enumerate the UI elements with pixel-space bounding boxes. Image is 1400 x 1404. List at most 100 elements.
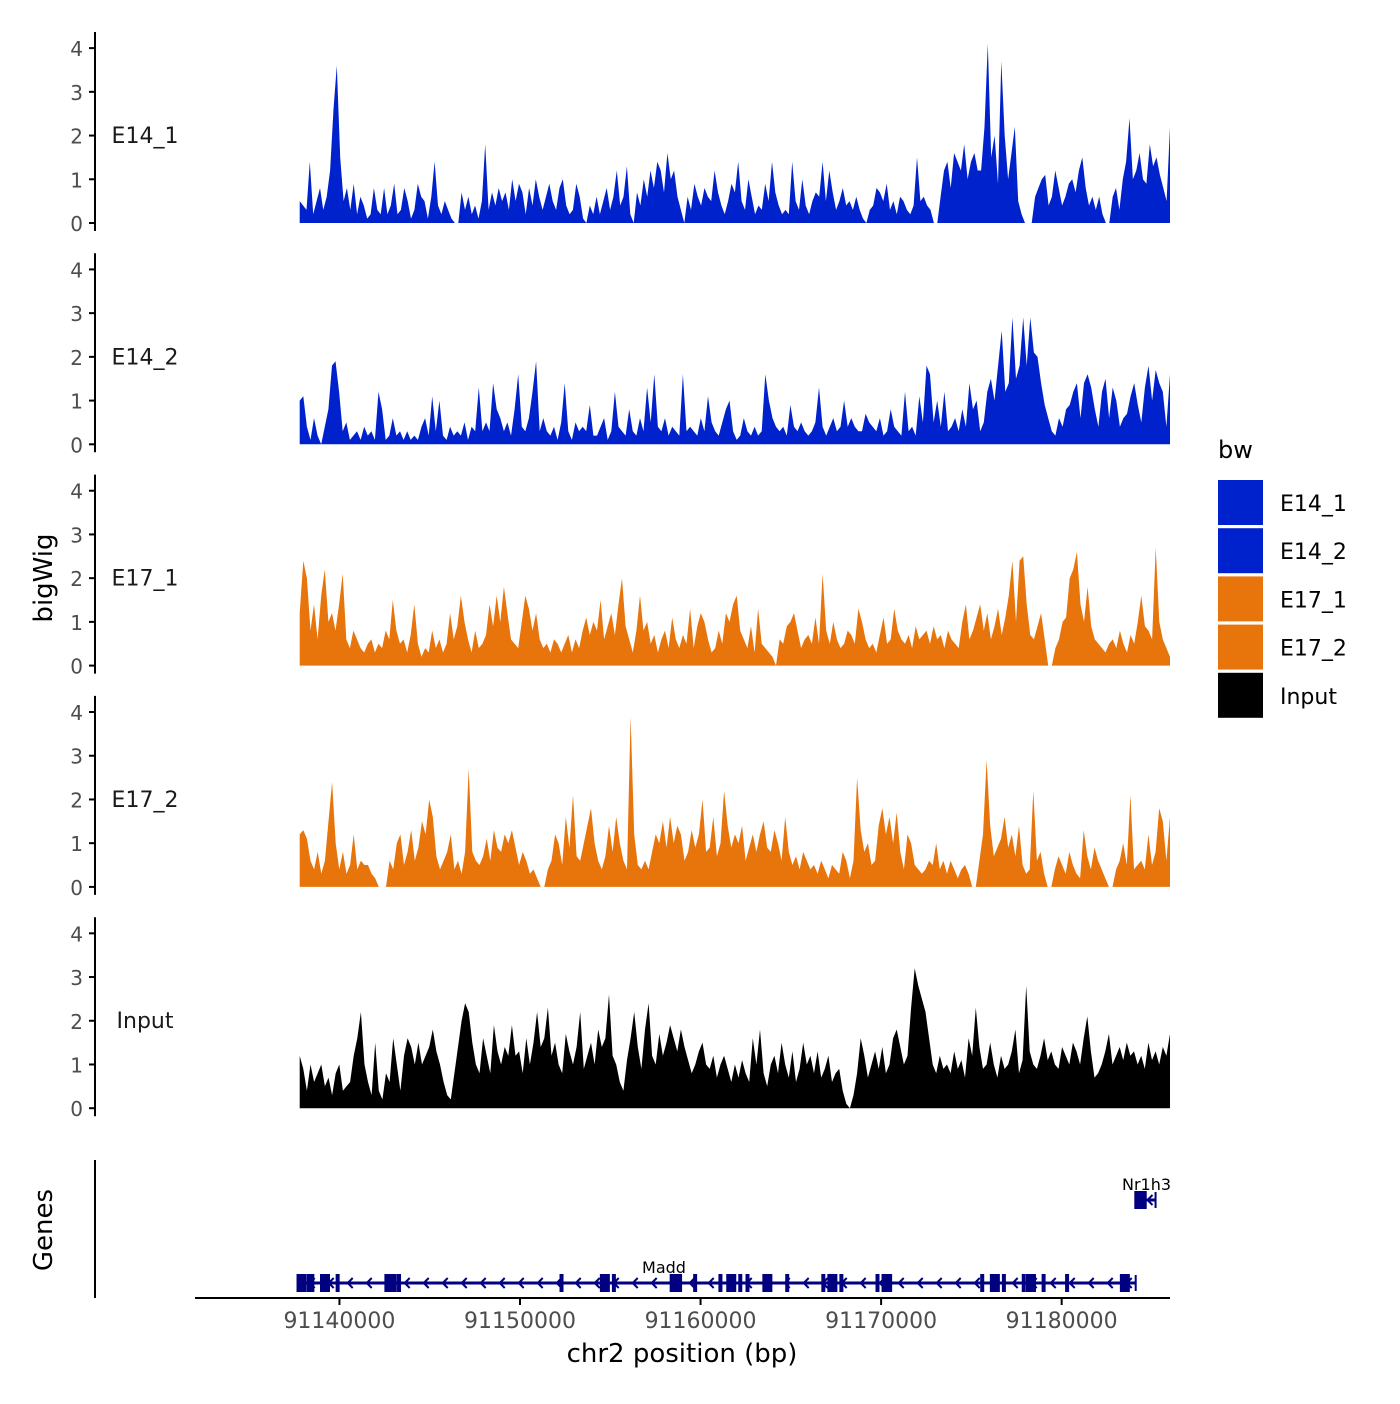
panel-label: E17_2	[112, 788, 179, 813]
panel-E14_1: 0 1 2 3 4 E14_1	[70, 32, 1170, 236]
exon	[745, 1274, 750, 1292]
exon	[306, 1274, 311, 1292]
strand-arrow	[954, 1277, 962, 1289]
exon	[821, 1274, 826, 1292]
panel-Input: 0 1 2 3 4 Input	[70, 917, 1170, 1121]
legend-key-E17_2	[1218, 624, 1263, 670]
x-tick-label: 91170000	[825, 1309, 937, 1334]
exon	[762, 1274, 773, 1292]
y-tick-label: 3	[70, 745, 83, 769]
exon	[1025, 1274, 1036, 1292]
exon	[875, 1274, 880, 1292]
strand-arrow	[1146, 1194, 1154, 1206]
strand-arrow	[897, 1277, 905, 1289]
legend-label: E17_1	[1280, 588, 1347, 613]
exon	[980, 1274, 985, 1292]
exon	[839, 1274, 844, 1292]
y-tick-label: 1	[70, 611, 83, 635]
exon	[989, 1274, 1000, 1292]
exon	[386, 1274, 397, 1292]
area-series-E17_2	[299, 716, 1170, 887]
x-axis: 91140000 91150000 91160000 91170000 91180000	[195, 1297, 1170, 1334]
legend-key-E17_1	[1218, 576, 1263, 622]
y-tick-label: 3	[70, 302, 83, 326]
strand-arrow	[802, 1277, 810, 1289]
panel-label: E14_2	[112, 345, 179, 370]
y-tick-label: 4	[70, 37, 83, 61]
strand-arrow	[593, 1277, 601, 1289]
y-tick-label: 4	[70, 701, 83, 725]
strand-arrow	[650, 1277, 658, 1289]
strand-arrow	[631, 1277, 639, 1289]
legend-label: E14_2	[1280, 540, 1347, 565]
y-tick-label: 4	[70, 922, 83, 946]
legend-key-E14_2	[1218, 528, 1263, 574]
gene-track: Madd Nr1h3	[94, 1160, 1171, 1298]
exon	[738, 1274, 743, 1292]
area-series-E17_1	[299, 547, 1170, 666]
gene-label: Nr1h3	[1122, 1175, 1171, 1194]
exon	[1119, 1274, 1130, 1292]
strand-arrow	[441, 1277, 449, 1289]
y-tick-label: 0	[70, 1097, 83, 1121]
legend-label: Input	[1280, 685, 1337, 710]
y-tick-label: 1	[70, 390, 83, 414]
area-series-E14_1	[299, 43, 1170, 224]
x-tick-label: 91180000	[1006, 1309, 1118, 1334]
gene-Nr1h3: Nr1h3	[1122, 1175, 1171, 1209]
exon	[827, 1274, 838, 1292]
exon	[669, 1274, 674, 1292]
strand-arrow	[460, 1277, 468, 1289]
exon	[320, 1274, 330, 1292]
exon	[1142, 1191, 1147, 1209]
exon	[559, 1274, 564, 1292]
y-tick-label: 4	[70, 480, 83, 504]
exon	[785, 1274, 790, 1292]
panel-E17_2: 0 1 2 3 4 E17_2	[70, 695, 1170, 900]
y-tick-label: 3	[70, 966, 83, 990]
strand-arrow	[1087, 1277, 1095, 1289]
exon	[335, 1274, 340, 1292]
y-tick-label: 0	[70, 655, 83, 679]
panel-label: E17_1	[112, 567, 179, 592]
x-axis-label: chr2 position (bp)	[567, 1339, 798, 1369]
strand-arrow	[422, 1277, 430, 1289]
y-tick-label: 3	[70, 523, 83, 547]
x-tick-label: 91140000	[283, 1309, 395, 1334]
strand-arrow	[479, 1277, 487, 1289]
legend-key-E14_1	[1218, 480, 1263, 525]
x-tick-label: 91150000	[464, 1309, 576, 1334]
area-series-Input	[299, 968, 1170, 1109]
exon	[397, 1274, 402, 1292]
panel-label: Input	[117, 1009, 174, 1034]
y-tick-label: 2	[70, 567, 83, 591]
exon	[726, 1274, 737, 1292]
y-tick-label: 4	[70, 258, 83, 282]
strand-arrow	[1068, 1277, 1076, 1289]
strand-arrow	[973, 1277, 981, 1289]
exon	[693, 1274, 698, 1292]
exon	[888, 1274, 893, 1292]
exon	[1134, 1191, 1145, 1209]
strand-arrow	[688, 1277, 696, 1289]
strand-arrow	[536, 1277, 544, 1289]
strand-arrow	[403, 1277, 411, 1289]
y-tick-label: 0	[70, 876, 83, 900]
exon	[384, 1274, 389, 1292]
y-tick-label: 1	[70, 1053, 83, 1077]
panel-E17_1: 0 1 2 3 4 E17_1	[70, 474, 1170, 679]
legend-label: E14_1	[1280, 492, 1347, 517]
gene-Madd: Madd	[296, 1258, 1137, 1292]
strand-arrow	[517, 1277, 525, 1289]
y-tick-label: 2	[70, 346, 83, 370]
strand-arrow	[365, 1277, 373, 1289]
panel-label: E14_1	[112, 124, 179, 149]
strand-arrow	[346, 1277, 354, 1289]
legend: bw E14_1 E14_2 E17_1 E17_2 Input	[1218, 436, 1347, 718]
signal-tracks: 0 1 2 3 4 E14_1 0 1 2 3 4 E14_2 0 1 2 3 4 E17_1 0 1 2 3 4 E17_2…	[70, 32, 1170, 1121]
legend-key-Input	[1218, 672, 1263, 718]
genes-axis-label: Genes	[29, 1189, 59, 1271]
gene-label: Madd	[642, 1258, 686, 1277]
